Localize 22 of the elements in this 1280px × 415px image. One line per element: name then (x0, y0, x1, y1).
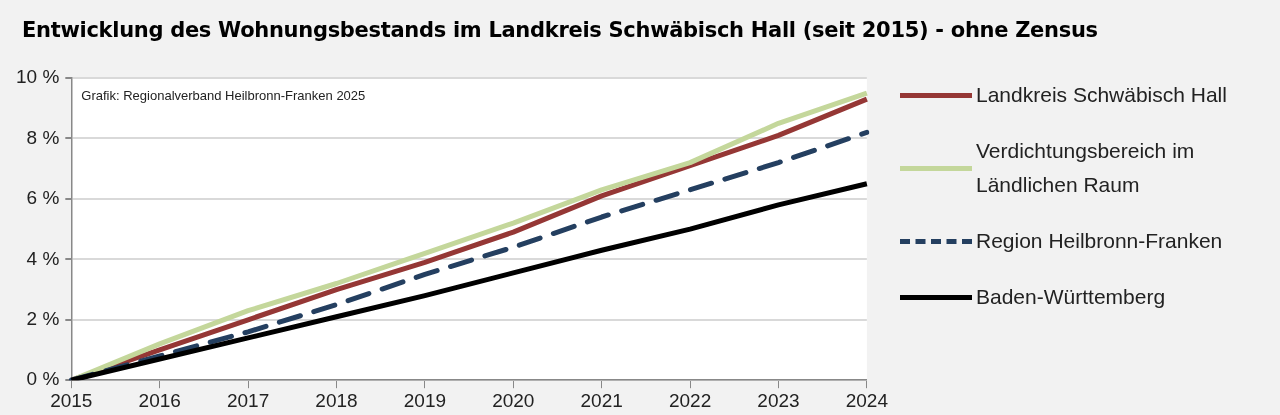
y-tick-label: 0 % (26, 368, 60, 390)
legend-label: Verdichtungsbereich im Ländlichen Raum (976, 138, 1196, 198)
x-tick-label: 2018 (315, 389, 358, 411)
x-tick-label: 2022 (668, 389, 712, 411)
x-tick-label: 2017 (226, 389, 270, 411)
legend-label: Baden-Württemberg (976, 284, 1167, 310)
legend-label: Region Heilbronn-Franken (976, 228, 1224, 254)
x-tick-label: 2021 (580, 389, 623, 411)
x-tick-label: 2015 (50, 389, 93, 411)
x-tick-label: 2019 (403, 389, 447, 411)
chart-title: Entwicklung des Wohnungsbestands im Landkreis Schwäbisch Hall (seit 2015) - ohne Zensus (22, 18, 1098, 42)
annotation: Grafik: Regionalverband Heilbronn-Franken 2025 (81, 88, 366, 104)
y-tick-label: 6 % (26, 187, 60, 209)
y-tick-label: 2 % (26, 307, 60, 329)
x-tick-label: 2023 (757, 389, 800, 411)
x-tick-label: 2016 (138, 389, 181, 411)
x-tick-label: 2024 (845, 389, 889, 411)
y-tick-label: 8 % (26, 126, 60, 148)
y-tick-label: 4 % (26, 247, 60, 269)
legend-label: Landkreis Schwäbisch Hall (976, 82, 1228, 108)
x-tick-label: 2020 (492, 389, 535, 411)
y-tick-label: 10 % (15, 66, 60, 88)
